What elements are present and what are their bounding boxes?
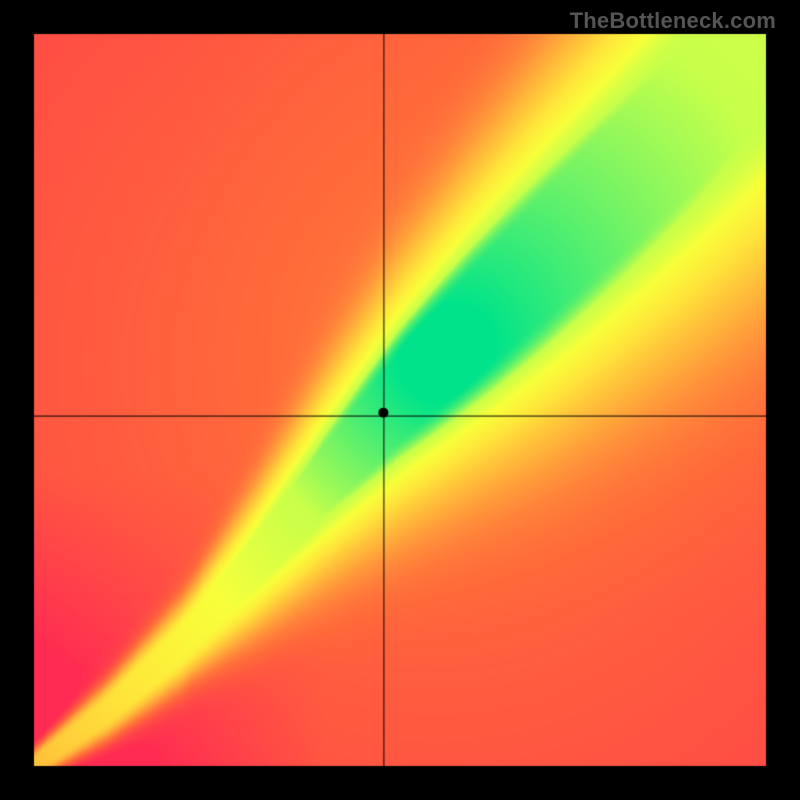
bottleneck-heatmap <box>0 0 800 800</box>
watermark-text: TheBottleneck.com <box>570 8 776 34</box>
chart-container: TheBottleneck.com <box>0 0 800 800</box>
